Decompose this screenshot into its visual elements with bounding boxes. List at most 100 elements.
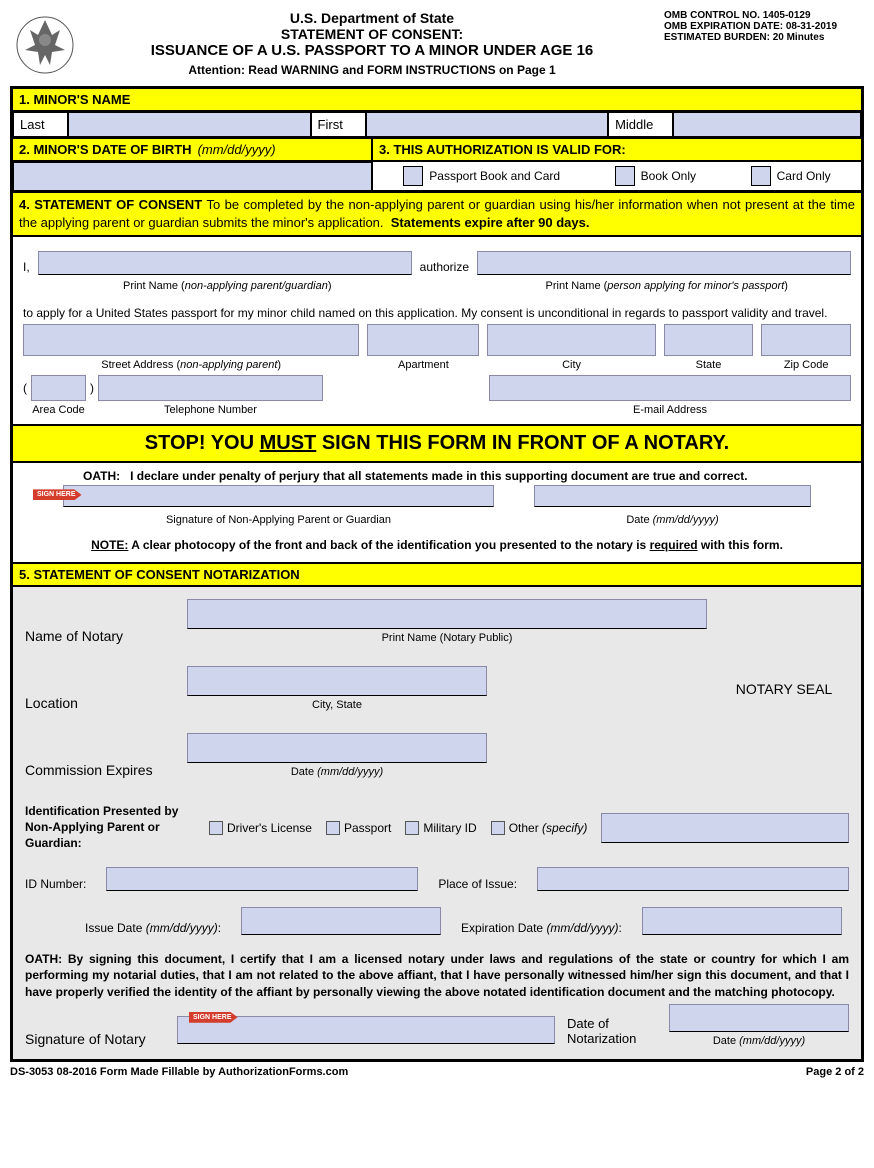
caption-area-code: Area Code (31, 404, 86, 416)
apply-text: to apply for a United States passport fo… (23, 306, 851, 320)
label-name-notary: Name of Notary (25, 628, 175, 644)
us-seal-icon (10, 10, 80, 80)
note-required: required (650, 538, 698, 552)
commission-row: Commission Expires Date (mm/dd/yyyy) (25, 733, 707, 778)
input-street[interactable] (23, 324, 359, 356)
label-date-notarization: Date of Notarization (567, 1016, 657, 1047)
notary-sig-row: Signature of Notary SIGN HERE Date of No… (25, 1004, 849, 1047)
stop-banner: STOP! YOU MUST SIGN THIS FORM IN FRONT O… (13, 424, 861, 463)
input-id-number[interactable] (106, 867, 418, 891)
input-notary-name[interactable] (187, 599, 707, 629)
checkbox-book-only[interactable] (615, 166, 635, 186)
label-first: First (311, 112, 366, 137)
caption-zip: Zip Code (761, 359, 851, 371)
section-1-header: 1. MINOR'S NAME (13, 89, 861, 112)
auth-options: Passport Book and Card Book Only Card On… (373, 162, 861, 191)
input-notarization-date[interactable] (669, 1004, 849, 1032)
input-place-issue[interactable] (537, 867, 849, 891)
minor-name-row: Last First Middle (13, 112, 861, 137)
footer: DS-3053 08-2016 Form Made Fillable by Au… (10, 1062, 864, 1082)
input-middle-name[interactable] (673, 112, 861, 137)
section-2-header: 2. MINOR'S DATE OF BIRTH (mm/dd/yyyy) (13, 137, 373, 162)
checkbox-drivers-license[interactable] (209, 821, 223, 835)
id-presented-row: Identification Presented by Non-Applying… (25, 804, 849, 851)
id-number-row: ID Number: Place of Issue: (25, 867, 849, 891)
input-area-code[interactable] (31, 375, 86, 401)
checkbox-other[interactable] (491, 821, 505, 835)
checkbox-card-only[interactable] (751, 166, 771, 186)
note-label: NOTE: (91, 538, 128, 552)
input-zip[interactable] (761, 324, 851, 356)
label-military-id: Military ID (423, 821, 476, 835)
label-last: Last (13, 112, 68, 137)
caption-apt: Apartment (367, 359, 479, 371)
input-signature-parent[interactable] (63, 485, 494, 507)
input-email[interactable] (489, 375, 851, 401)
title-block: U.S. Department of State STATEMENT OF CO… (90, 10, 654, 77)
footer-right: Page 2 of 2 (806, 1066, 864, 1078)
consent-body: I, authorize Print Name (non-applying pa… (13, 237, 861, 424)
notary-seal-label: NOTARY SEAL (719, 599, 849, 778)
label-book-only: Book Only (641, 169, 696, 183)
section-4-header: 4. STATEMENT OF CONSENT To be completed … (13, 191, 861, 237)
caption-email: E-mail Address (489, 404, 851, 416)
note-line: NOTE: A clear photocopy of the front and… (23, 538, 851, 552)
input-expiration-date[interactable] (642, 907, 842, 935)
label-drivers-license: Driver's License (227, 821, 312, 835)
checkbox-book-and-card[interactable] (403, 166, 423, 186)
footer-left: DS-3053 08-2016 Form Made Fillable by Au… (10, 1066, 348, 1078)
input-other-specify[interactable] (601, 813, 849, 843)
omb-block: OMB CONTROL NO. 1405-0129 OMB EXPIRATION… (664, 10, 864, 43)
caption-city-state: City, State (187, 699, 487, 711)
label-location: Location (25, 695, 175, 711)
notary-location-row: Location City, State (25, 666, 707, 711)
note-text: A clear photocopy of the front and back … (128, 538, 649, 552)
i-label: I, (23, 260, 30, 278)
input-nonapplying-name[interactable] (38, 251, 412, 275)
label-id-number: ID Number: (25, 877, 86, 891)
omb-control: OMB CONTROL NO. 1405-0129 (664, 10, 864, 21)
form-body: 1. MINOR'S NAME Last First Middle 2. MIN… (10, 86, 864, 1062)
input-applying-name[interactable] (477, 251, 851, 275)
input-commission-expires[interactable] (187, 733, 487, 763)
label-middle: Middle (608, 112, 673, 137)
label-issue-date: Issue Date (mm/dd/yyyy): (85, 921, 221, 935)
input-minor-dob[interactable] (13, 162, 373, 191)
checkbox-passport[interactable] (326, 821, 340, 835)
notary-top-grid: Name of Notary Print Name (Notary Public… (25, 599, 849, 778)
authorize-label: authorize (420, 260, 469, 278)
s2-header-text: 2. MINOR'S DATE OF BIRTH (19, 142, 192, 157)
input-issue-date[interactable] (241, 907, 441, 935)
notary-name-row: Name of Notary Print Name (Notary Public… (25, 599, 707, 644)
oath-block: OATH: I declare under penalty of perjury… (13, 463, 861, 562)
input-last-name[interactable] (68, 112, 311, 137)
input-state[interactable] (664, 324, 754, 356)
stop-pre: STOP! YOU (145, 432, 260, 454)
input-first-name[interactable] (366, 112, 609, 137)
section-5-header: 5. STATEMENT OF CONSENT NOTARIZATION (13, 562, 861, 587)
label-commission: Commission Expires (25, 762, 175, 778)
stop-post: SIGN THIS FORM IN FRONT OF A NOTARY. (316, 432, 729, 454)
label-place-issue: Place of Issue: (438, 877, 517, 891)
attention-line: Attention: Read WARNING and FORM INSTRUC… (90, 63, 654, 77)
input-signature-date[interactable] (534, 485, 811, 507)
label-id-presented: Identification Presented by Non-Applying… (25, 804, 195, 851)
s4-header-text: 4. STATEMENT OF CONSENT (19, 197, 202, 212)
form-title-1: STATEMENT OF CONSENT: (90, 26, 654, 42)
s2-hint: (mm/dd/yyyy) (198, 142, 276, 157)
authorize-captions: Print Name (non-applying parent/guardian… (23, 280, 851, 292)
caption-sig-parent: Signature of Non-Applying Parent or Guar… (63, 514, 494, 526)
authorize-row: I, authorize (23, 251, 851, 278)
oath-text: I declare under penalty of perjury that … (130, 469, 747, 483)
input-telephone[interactable] (98, 375, 323, 401)
signature-row: SIGN HERE Signature of Non-Applying Pare… (23, 485, 851, 526)
form-page: U.S. Department of State STATEMENT OF CO… (10, 10, 864, 1082)
input-city[interactable] (487, 324, 655, 356)
omb-expiration: OMB EXPIRATION DATE: 08-31-2019 (664, 21, 864, 32)
input-notary-location[interactable] (187, 666, 487, 696)
notary-oath: OATH: By signing this document, I certif… (25, 951, 849, 1000)
note-text2: with this form. (698, 538, 783, 552)
input-apartment[interactable] (367, 324, 479, 356)
sign-here-tag-2: SIGN HERE (189, 1012, 238, 1023)
checkbox-military-id[interactable] (405, 821, 419, 835)
